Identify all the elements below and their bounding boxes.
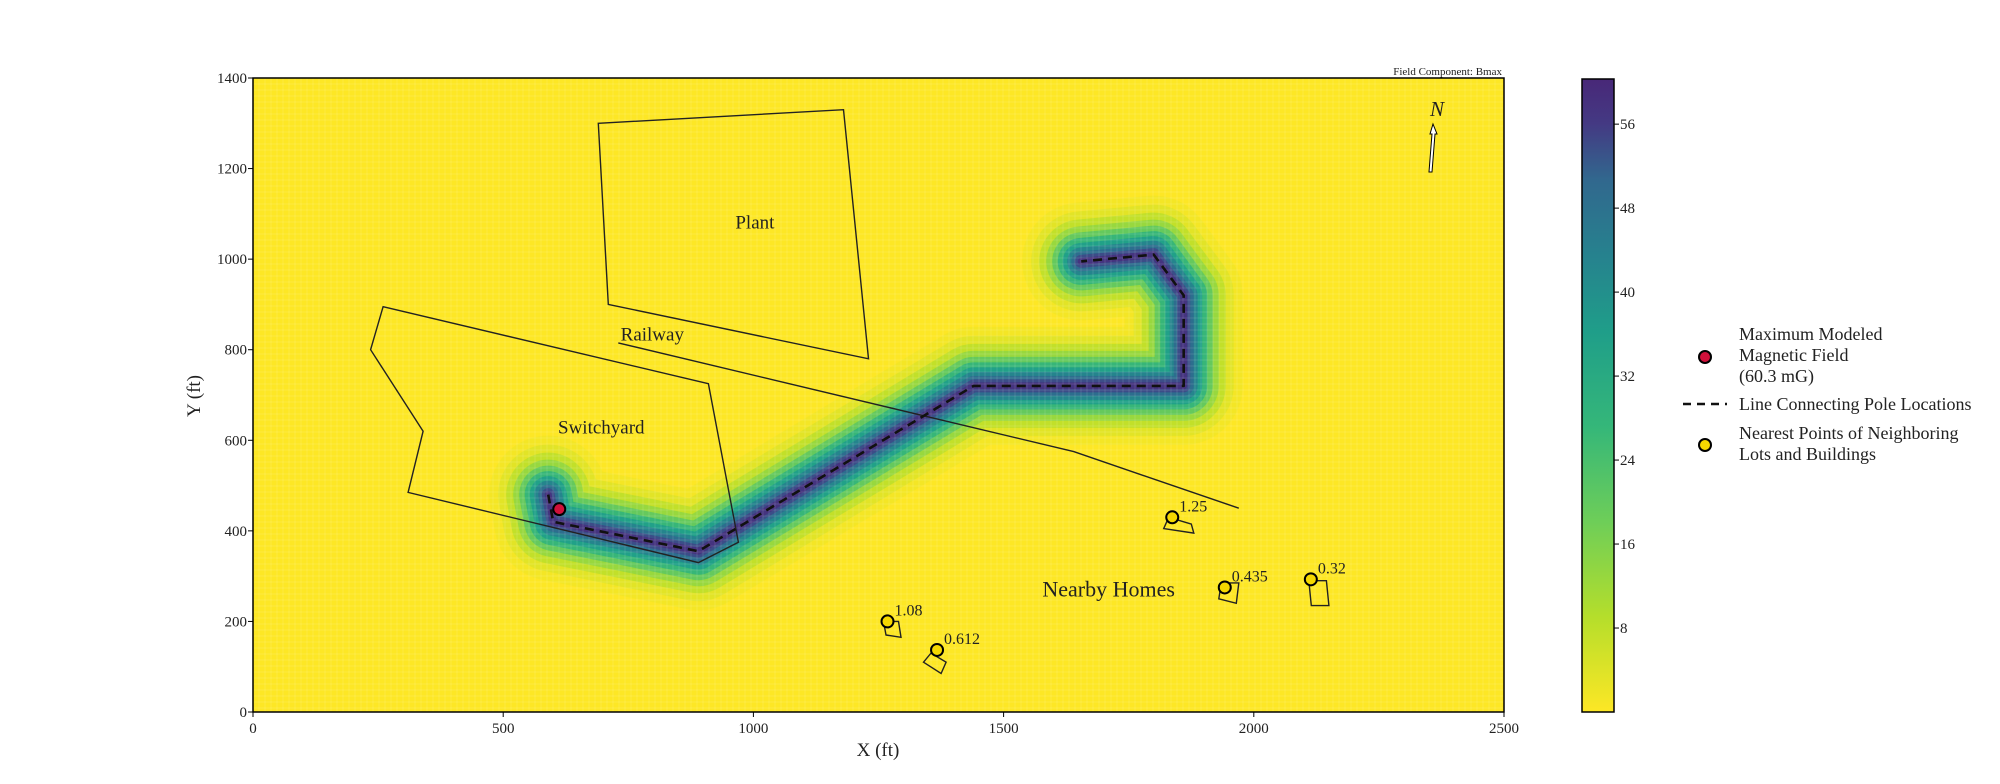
home-outline-2 [1308,580,1330,607]
north-label: N [1429,97,1445,121]
y-axis-label: Y (ft) [184,375,205,417]
colorbar-gradient [1581,78,1615,713]
nearest-point-0 [1165,510,1180,525]
y-tick-label-7: 1400 [217,71,247,87]
points-layer: 1.25 0.435 0.32 1.08 0.612 [552,498,1346,657]
y-tick-label-0: 0 [240,705,248,721]
chart-title: Field Component: Bmax [1393,66,1502,78]
y-tick-label-1: 200 [225,614,248,630]
plot-frame [252,77,1505,713]
x-tick-label-4: 2000 [1239,721,1269,737]
legend-max-point-marker [1698,350,1712,364]
y-tick-label-6: 1200 [217,162,247,178]
area-label-3: Nearby Homes [1042,577,1175,602]
colorbar-tick-label-6: 56 [1620,117,1636,133]
site-outlines [369,108,1330,675]
plant-outline [597,108,870,360]
y-axis-ticks: 0 200 400 600 800 1000 1200 1400 [217,71,253,721]
area-label-2: Switchyard [558,417,645,438]
railway-line [618,342,1240,509]
plot-area: Plant Railway Switchyard Nearby Homes 1.25 0… [252,77,1505,713]
nearest-point-1 [1217,580,1232,595]
nearest-point-label-3: 1.08 [895,602,923,619]
y-tick-label-3: 600 [225,433,248,449]
y-tick-label-2: 400 [225,524,248,540]
switchyard-outline [369,305,740,564]
pole-connecting-line [546,253,1185,553]
colorbar-tick-label-4: 40 [1620,285,1635,301]
legend: Maximum Modeled Magnetic Field (60.3 mG)… [1683,324,1971,464]
x-tick-label-1: 500 [492,721,515,737]
pole-line-layer [546,253,1185,553]
area-label-0: Plant [735,212,775,233]
x-axis-label: X (ft) [857,740,900,761]
y-tick-label-4: 800 [225,343,248,359]
legend-nearest-point-marker [1698,438,1712,452]
home-outline-4 [922,652,947,675]
nearest-point-label-4: 0.612 [944,631,980,648]
x-axis-ticks: 0 500 1000 1500 2000 2500 [249,712,1519,737]
nearest-point-4 [930,642,945,657]
legend-max-point-label: Maximum Modeled Magnetic Field (60.3 mG) [1739,324,1887,387]
colorbar-tick-label-3: 32 [1620,369,1635,385]
area-labels: Plant Railway Switchyard Nearby Homes [558,212,1175,601]
x-tick-label-5: 2500 [1489,721,1519,737]
y-tick-label-5: 1000 [217,252,247,268]
nearest-point-2 [1303,572,1318,587]
nearest-point-label-1: 0.435 [1232,568,1268,585]
colorbar-tick-label-2: 24 [1620,453,1636,469]
north-arrow: N [1428,97,1445,173]
colorbar: 8 16 24 32 40 48 56 [1581,78,1636,713]
nearest-point-label-0: 1.25 [1179,498,1207,515]
max-field-point [552,502,567,517]
colorbar-tick-label-1: 16 [1620,537,1636,553]
x-tick-label-2: 1000 [738,721,768,737]
colorbar-tick-label-0: 8 [1620,621,1628,637]
north-arrow-icon [1428,122,1438,173]
legend-nearest-point-label: Nearest Points of Neighboring Lots and B… [1739,423,1963,464]
legend-line-label: Line Connecting Pole Locations [1739,394,1971,414]
nearest-point-label-2: 0.32 [1318,560,1346,577]
x-tick-label-0: 0 [249,721,257,737]
colorbar-tick-label-5: 48 [1620,201,1635,217]
area-label-1: Railway [621,325,685,346]
nearest-point-3 [880,614,895,629]
x-tick-label-3: 1500 [989,721,1019,737]
colorbar-ticks: 8 16 24 32 40 48 56 [1614,117,1636,637]
